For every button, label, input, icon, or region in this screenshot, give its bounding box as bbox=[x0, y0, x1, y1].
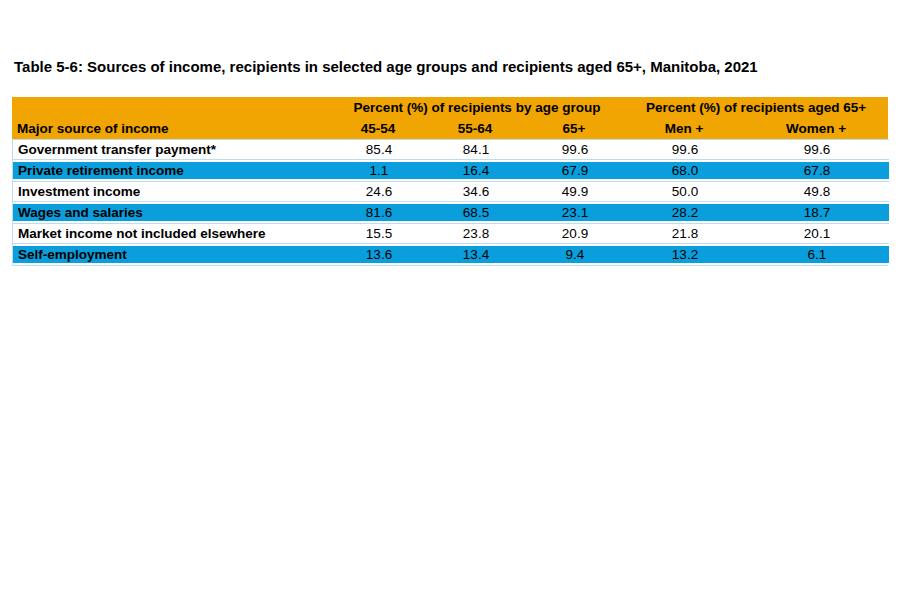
cell-value: 67.8 bbox=[745, 162, 889, 179]
table-body: Government transfer payment* 85.4 84.1 9… bbox=[12, 139, 888, 266]
cell-value: 49.8 bbox=[745, 182, 889, 201]
row-label: Self-employment bbox=[13, 246, 331, 263]
row-label: Market income not included elsewhere bbox=[13, 224, 331, 243]
cell-value: 23.8 bbox=[427, 224, 525, 243]
table-row: Private retirement income 1.1 16.4 67.9 … bbox=[13, 160, 889, 181]
cell-value: 68.0 bbox=[625, 162, 745, 179]
report-page: Table 5-6: Sources of income, recipients… bbox=[0, 0, 900, 600]
cell-value: 67.9 bbox=[525, 162, 625, 179]
row-label: Government transfer payment* bbox=[13, 140, 331, 159]
table-group-header-row: Percent (%) of recipients by age group P… bbox=[12, 97, 888, 118]
cell-value: 24.6 bbox=[331, 182, 427, 201]
cell-value: 21.8 bbox=[625, 224, 745, 243]
col-header-55-64: 55-64 bbox=[426, 118, 524, 139]
cell-value: 9.4 bbox=[525, 246, 625, 263]
cell-value: 49.9 bbox=[525, 182, 625, 201]
cell-value: 16.4 bbox=[427, 162, 525, 179]
cell-value: 15.5 bbox=[331, 224, 427, 243]
group-header-spacer bbox=[12, 97, 330, 118]
row-label: Investment income bbox=[13, 182, 331, 201]
row-label: Private retirement income bbox=[13, 162, 331, 179]
income-table: Percent (%) of recipients by age group P… bbox=[12, 97, 888, 266]
cell-value: 50.0 bbox=[625, 182, 745, 201]
table-row: Wages and salaries 81.6 68.5 23.1 28.2 1… bbox=[13, 202, 889, 223]
col-header-men: Men + bbox=[624, 118, 744, 139]
cell-value: 13.2 bbox=[625, 246, 745, 263]
cell-value: 1.1 bbox=[331, 162, 427, 179]
cell-value: 85.4 bbox=[331, 140, 427, 159]
col-header-45-54: 45-54 bbox=[330, 118, 426, 139]
cell-value: 81.6 bbox=[331, 204, 427, 221]
cell-value: 99.6 bbox=[745, 140, 889, 159]
row-label: Wages and salaries bbox=[13, 204, 331, 221]
cell-value: 99.6 bbox=[625, 140, 745, 159]
table-row: Market income not included elsewhere 15.… bbox=[13, 223, 889, 244]
cell-value: 20.1 bbox=[745, 224, 889, 243]
col-header-65plus: 65+ bbox=[524, 118, 624, 139]
cell-value: 6.1 bbox=[745, 246, 889, 263]
cell-value: 23.1 bbox=[525, 204, 625, 221]
cell-value: 34.6 bbox=[427, 182, 525, 201]
header-group-age: Percent (%) of recipients by age group bbox=[330, 97, 624, 118]
table-row: Investment income 24.6 34.6 49.9 50.0 49… bbox=[13, 181, 889, 202]
cell-value: 13.4 bbox=[427, 246, 525, 263]
cell-value: 84.1 bbox=[427, 140, 525, 159]
col-header-women: Women + bbox=[744, 118, 888, 139]
table-row: Self-employment 13.6 13.4 9.4 13.2 6.1 bbox=[13, 244, 889, 265]
cell-value: 18.7 bbox=[745, 204, 889, 221]
cell-value: 99.6 bbox=[525, 140, 625, 159]
cell-value: 20.9 bbox=[525, 224, 625, 243]
header-group-65plus: Percent (%) of recipients aged 65+ bbox=[624, 97, 888, 118]
page-title: Table 5-6: Sources of income, recipients… bbox=[14, 58, 758, 75]
cell-value: 28.2 bbox=[625, 204, 745, 221]
table-column-header-row: Major source of income 45-54 55-64 65+ M… bbox=[12, 118, 888, 139]
col-header-source: Major source of income bbox=[12, 118, 330, 139]
table-row: Government transfer payment* 85.4 84.1 9… bbox=[13, 139, 889, 160]
cell-value: 13.6 bbox=[331, 246, 427, 263]
cell-value: 68.5 bbox=[427, 204, 525, 221]
